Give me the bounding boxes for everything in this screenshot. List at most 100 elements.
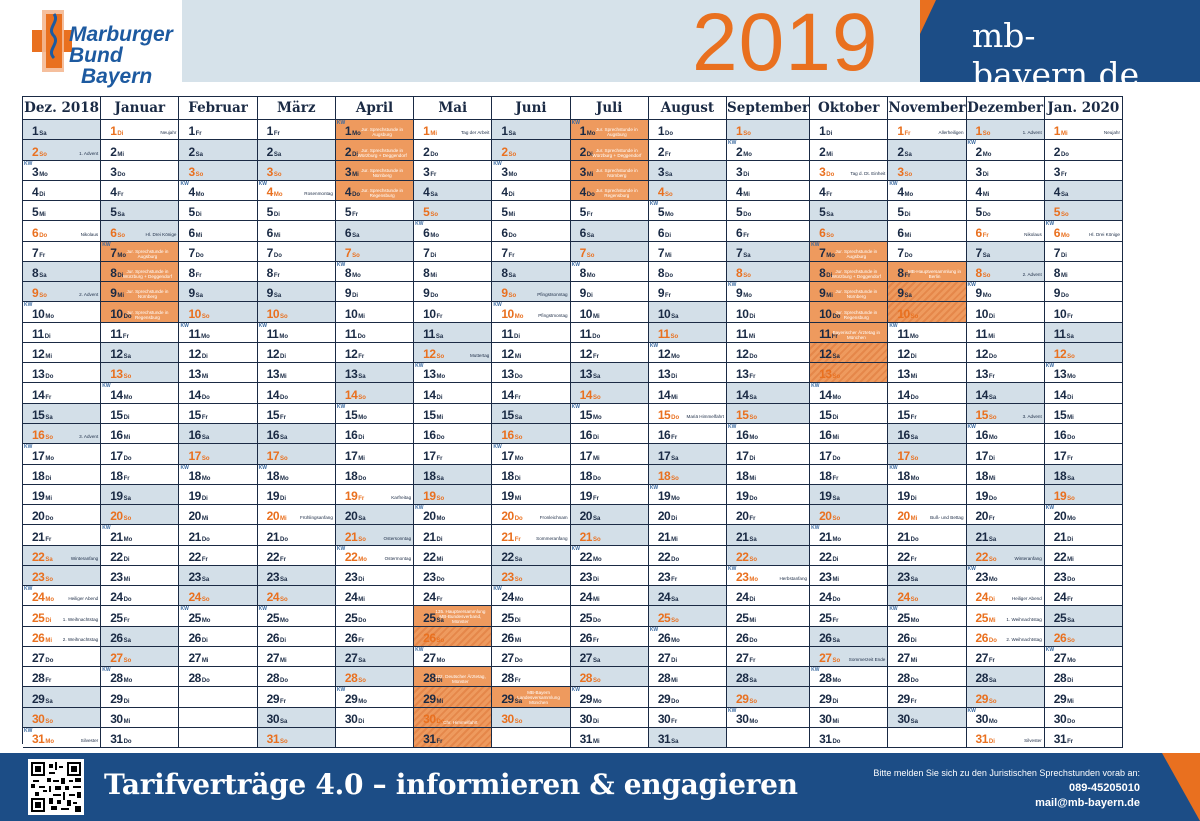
week-marker: KW	[889, 180, 898, 187]
weekday-label: So	[749, 414, 758, 421]
day-number: 4Di	[501, 185, 515, 200]
week-marker: KW	[258, 180, 268, 187]
day-number: 22Sa	[32, 549, 53, 564]
weekday-label: Fr	[904, 131, 911, 138]
day-cell: 27So Sommerzeit Ende	[810, 646, 888, 668]
weekday-label: Do	[671, 414, 680, 421]
weekday-label: So	[1067, 354, 1075, 361]
day-cell: 22Fr	[179, 546, 257, 566]
weekday-label: Fr	[832, 617, 839, 624]
day-number: 24Mi	[344, 590, 365, 605]
weekday-label: Mi	[280, 658, 287, 665]
holiday-note: Ostermontag	[384, 555, 412, 561]
day-number: 18Fr	[819, 468, 839, 483]
day-cell: 2Do	[414, 140, 492, 161]
day-cell: 29Fr	[257, 687, 335, 708]
website-label[interactable]: mb-bayern.de	[972, 16, 1140, 94]
day-number: 10Mi	[344, 306, 365, 321]
weekday-label: Sa	[826, 212, 834, 219]
day-number: 3Do	[110, 164, 126, 179]
day-number: 18Di	[32, 468, 52, 483]
day-cell: 22Mo KW Ostermontag	[335, 546, 414, 566]
weekday-label: Do	[910, 536, 919, 543]
weekday-label: So	[743, 273, 751, 280]
weekday-label: Fr	[671, 577, 678, 584]
weekday-label: Do	[514, 374, 523, 381]
day-number: 2Mi	[110, 144, 125, 159]
day-cell: 15Mi	[414, 404, 492, 424]
day-number: 12Sa	[110, 347, 131, 362]
day-cell: 17Fr	[414, 444, 492, 465]
week-marker: KW	[571, 545, 580, 552]
week-marker: KW	[967, 140, 976, 147]
day-cell: 6Fr	[727, 221, 810, 242]
weekday-label: Fr	[1067, 313, 1074, 320]
day-cell: 14Mo KW	[101, 383, 179, 404]
day-cell: 30Mo KW	[727, 708, 810, 728]
day-cell: 13Fr	[966, 363, 1044, 384]
day-number: 13Mo	[423, 367, 446, 382]
day-cell: 15Fr	[257, 404, 335, 424]
weekday-label: Mo	[195, 192, 205, 199]
weekday-label: Fr	[39, 252, 46, 259]
weekday-label: Sa	[832, 354, 840, 361]
day-cell: 29Mi	[1044, 687, 1122, 708]
day-cell: 9Di	[335, 282, 414, 303]
day-number: 25Fr	[819, 610, 839, 625]
day-number: 24So	[188, 590, 210, 605]
weekday-label: So	[123, 516, 132, 523]
qr-code[interactable]	[28, 759, 84, 815]
weekday-label: Sa	[435, 333, 444, 340]
day-number: 24Do	[110, 590, 132, 605]
day-number: 31Do	[819, 732, 841, 747]
day-number: 12Di	[897, 347, 917, 362]
day-cell: 11So	[648, 322, 727, 343]
day-number: 28Sa	[975, 671, 997, 686]
weekday-label: So	[670, 333, 679, 340]
day-number: 3So	[188, 164, 204, 179]
weekday-label: Di	[195, 212, 202, 219]
day-cell: 26Di	[257, 627, 335, 647]
day-cell: 11Do	[335, 323, 414, 343]
weekday-label: Di	[352, 151, 359, 158]
weekday-label: So	[514, 435, 523, 442]
day-number: 24So	[266, 590, 288, 605]
weekday-label: Mo	[586, 273, 596, 280]
week-marker: KW	[493, 444, 502, 451]
day-cell: 27Mo KW	[1044, 647, 1122, 668]
weekday-label: Do	[45, 374, 54, 381]
weekday-label: Do	[910, 678, 919, 685]
day-cell: 15Do Mariä Himmelfahrt	[648, 404, 727, 424]
week-marker: KW	[258, 606, 268, 613]
holiday-note: 3. Advent	[79, 434, 99, 440]
day-cell: 24Mi	[570, 586, 648, 607]
weekday-label: So	[1067, 637, 1075, 644]
day-number: 4Mo	[188, 185, 205, 200]
weekday-label: Fr	[45, 678, 52, 685]
day-number: 16Di	[579, 428, 599, 443]
day-number: 2Di	[344, 144, 359, 159]
day-cell: 24Di Heiliger Abend	[966, 586, 1044, 607]
weekday-label: Do	[436, 718, 445, 725]
empty-cell	[492, 728, 570, 749]
day-cell: 25Mo KW	[888, 606, 966, 627]
holiday-note: Silvester	[1024, 738, 1042, 744]
day-cell: 21Do	[257, 525, 335, 546]
day-number: 2Di	[579, 144, 593, 159]
week-marker: KW	[571, 261, 580, 268]
weekday-label: Sa	[358, 658, 366, 665]
weekday-label: So	[45, 435, 54, 442]
contact-phone[interactable]: 089-45205010	[1069, 782, 1140, 794]
weekday-label: So	[665, 192, 673, 199]
marburger-bund-logo[interactable]: Marburger Bund Bayern	[22, 6, 182, 88]
website-banner[interactable]: mb-bayern.de	[920, 0, 1200, 94]
contact-email[interactable]: mail@mb-bayern.de	[1035, 797, 1140, 809]
day-cell: 13Sa	[335, 363, 414, 384]
day-number: 24Do	[819, 590, 841, 605]
day-cell: 19Sa	[101, 484, 179, 506]
holiday-note: Pfingstmontag	[538, 312, 568, 318]
day-number: 23Mo	[736, 570, 759, 585]
day-cell: 4Fr	[101, 181, 179, 202]
day-number: 30Di	[344, 711, 365, 726]
day-cell: 13So	[810, 363, 888, 384]
